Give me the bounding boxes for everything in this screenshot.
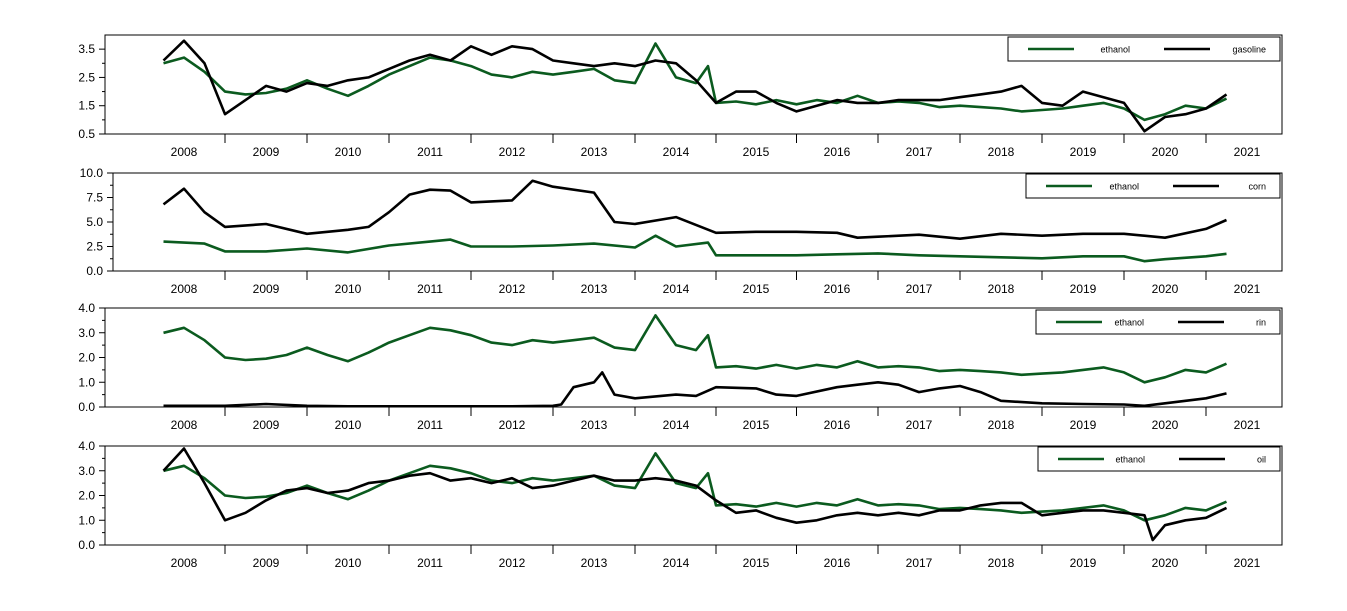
y-tick-label: 0.0 — [78, 400, 95, 414]
y-tick-label: 10.0 — [80, 166, 104, 180]
x-tick-label: 2015 — [743, 282, 770, 296]
y-tick-label: 2.0 — [78, 351, 95, 365]
legend-label-ethanol: ethanol — [1114, 318, 1144, 328]
x-tick-label: 2020 — [1152, 418, 1179, 432]
x-tick-label: 2016 — [824, 556, 851, 570]
x-tick-label: 2020 — [1152, 145, 1179, 159]
legend-label-oil: oil — [1257, 455, 1266, 465]
x-tick-label: 2017 — [906, 418, 933, 432]
legend-label-ethanol: ethanol — [1109, 182, 1139, 192]
panel-4: 4.0 3.0 2.0 1.0 0.0 2008 2009 2010 2011 2012 2013 2… — [78, 439, 1283, 570]
series-line-ethanol — [163, 234, 1227, 263]
x-tick-label: 2010 — [335, 282, 362, 296]
x-tick-label: 2008 — [171, 282, 198, 296]
x-tick-label: 2020 — [1152, 282, 1179, 296]
x-tick-label: 2017 — [906, 282, 933, 296]
x-tick-label: 2008 — [171, 556, 198, 570]
y-tick-label: 7.5 — [86, 191, 103, 205]
y-tick-label: 2.5 — [86, 240, 103, 254]
y-tick-label: 2.0 — [78, 489, 95, 503]
y-tick-label: 4.0 — [78, 439, 95, 453]
x-tick-label: 2012 — [499, 556, 526, 570]
x-tick-label: 2021 — [1234, 418, 1261, 432]
y-tick-label: 5.0 — [86, 215, 103, 229]
x-tick-label: 2012 — [499, 145, 526, 159]
x-tick-label: 2013 — [581, 145, 608, 159]
x-tick-label: 2019 — [1070, 145, 1097, 159]
series-line-ethanol — [163, 452, 1228, 522]
legend-label-rin: rin — [1256, 318, 1266, 328]
x-tick-label: 2015 — [743, 145, 770, 159]
x-tick-label: 2021 — [1234, 282, 1261, 296]
x-tick-label: 2009 — [253, 556, 280, 570]
series-line-gasoline — [162, 39, 1228, 133]
x-tick-label: 2013 — [581, 556, 608, 570]
y-tick-label: 0.0 — [86, 264, 103, 278]
x-tick-label: 2019 — [1070, 418, 1097, 432]
x-tick-label: 2016 — [824, 418, 851, 432]
x-tick-label: 2014 — [663, 282, 690, 296]
x-tick-label: 2012 — [499, 418, 526, 432]
y-tick-label: 3.0 — [78, 464, 95, 478]
x-tick-label: 2015 — [743, 418, 770, 432]
x-tick-label: 2014 — [663, 145, 690, 159]
x-tick-label: 2017 — [906, 145, 933, 159]
y-tick-label: 0.0 — [78, 538, 95, 552]
y-tick-label: 1.0 — [78, 375, 95, 389]
x-tick-label: 2009 — [253, 418, 280, 432]
x-tick-label: 2008 — [171, 145, 198, 159]
y-tick-label: 0.5 — [78, 127, 95, 141]
x-tick-label: 2014 — [663, 556, 690, 570]
y-tick-label: 1.0 — [78, 513, 95, 527]
series-line-rin — [163, 371, 1227, 407]
y-tick-label: 3.0 — [78, 326, 95, 340]
x-tick-label: 2015 — [743, 556, 770, 570]
x-tick-label: 2013 — [581, 418, 608, 432]
x-tick-label: 2008 — [171, 418, 198, 432]
x-tick-label: 2016 — [824, 145, 851, 159]
x-tick-label: 2021 — [1234, 145, 1261, 159]
x-tick-label: 2009 — [253, 145, 280, 159]
x-tick-label: 2011 — [417, 418, 443, 432]
series-line-corn — [162, 179, 1228, 240]
x-tick-label: 2011 — [417, 556, 443, 570]
x-tick-label: 2019 — [1070, 282, 1097, 296]
x-tick-label: 2009 — [253, 282, 280, 296]
x-tick-label: 2018 — [988, 145, 1015, 159]
series-line-ethanol — [163, 314, 1228, 384]
x-tick-label: 2012 — [499, 282, 526, 296]
legend-label-ethanol: ethanol — [1115, 455, 1145, 465]
x-tick-label: 2010 — [335, 418, 362, 432]
plot-frame — [104, 34, 1283, 135]
x-tick-label: 2016 — [824, 282, 851, 296]
y-tick-label: 3.5 — [78, 42, 95, 56]
panel-2: 10.0 7.5 5.0 2.5 0.0 2008 2009 2010 2011 2012 2013… — [80, 166, 1283, 296]
x-tick-label: 2010 — [335, 145, 362, 159]
y-tick-label: 4.0 — [78, 301, 95, 315]
x-tick-label: 2019 — [1070, 556, 1097, 570]
y-tick-label: 2.5 — [78, 70, 95, 84]
x-tick-label: 2021 — [1234, 556, 1261, 570]
series-line-oil — [162, 447, 1228, 542]
x-tick-label: 2011 — [417, 145, 443, 159]
x-tick-label: 2018 — [988, 282, 1015, 296]
x-tick-label: 2018 — [988, 418, 1015, 432]
x-tick-label: 2011 — [417, 282, 443, 296]
x-tick-label: 2013 — [581, 282, 608, 296]
series-line-ethanol — [163, 42, 1228, 122]
x-tick-label: 2018 — [988, 556, 1015, 570]
panel-3: 4.0 3.0 2.0 1.0 0.0 2008 2009 2010 2011 2012 2013 2… — [78, 301, 1283, 432]
legend-label-gasoline: gasoline — [1232, 45, 1266, 55]
x-tick-label: 2014 — [663, 418, 690, 432]
x-tick-label: 2017 — [906, 556, 933, 570]
legend-label-ethanol: ethanol — [1100, 45, 1130, 55]
legend-label-corn: corn — [1248, 182, 1266, 192]
y-tick-label: 1.5 — [78, 99, 95, 113]
x-tick-label: 2010 — [335, 556, 362, 570]
panel-1: 3.5 2.5 1.5 0.5 2008 2009 2010 2011 2012 2013 2014… — [78, 34, 1283, 159]
x-tick-label: 2020 — [1152, 556, 1179, 570]
